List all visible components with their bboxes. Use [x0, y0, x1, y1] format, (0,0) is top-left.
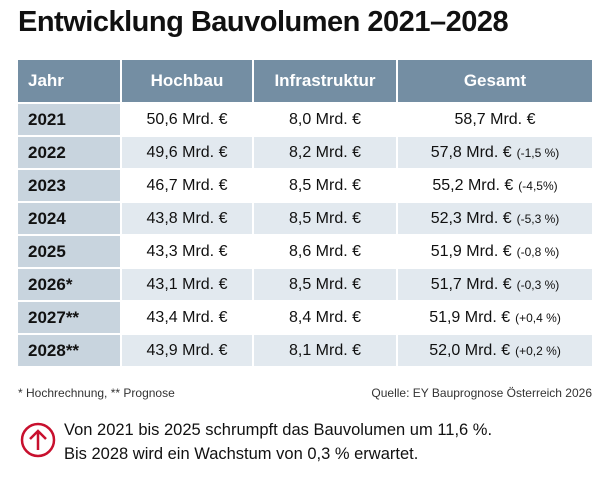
- infrastruktur-cell: 8,2 Mrd. €: [254, 137, 396, 168]
- gesamt-cell: 51,9 Mrd. € (-0,8 %): [398, 236, 592, 267]
- year-cell: 2027**: [18, 302, 120, 333]
- year-cell: 2021: [18, 104, 120, 135]
- gesamt-change: (-0,3 %): [516, 277, 560, 292]
- arrow-icon: [20, 422, 56, 458]
- infrastruktur-cell: 8,1 Mrd. €: [254, 335, 396, 366]
- gesamt-value: 52,3 Mrd. €: [430, 209, 512, 227]
- hochbau-cell: 43,1 Mrd. €: [122, 269, 252, 300]
- year-cell: 2022: [18, 137, 120, 168]
- year-cell: 2026*: [18, 269, 120, 300]
- gesamt-value: 55,2 Mrd. €: [432, 176, 514, 194]
- header-cell: Hochbau: [122, 60, 252, 102]
- hochbau-cell: 43,8 Mrd. €: [122, 203, 252, 234]
- summary-line: Bis 2028 wird ein Wachstum von 0,3 % erw…: [64, 445, 419, 463]
- table: Jahr Hochbau Infrastruktur Gesamt 2021 50,6 M…: [18, 60, 592, 366]
- hochbau-cell: 43,3 Mrd. €: [122, 236, 252, 267]
- infrastruktur-cell: 8,5 Mrd. €: [254, 170, 396, 201]
- gesamt-cell: 52,0 Mrd. € (+0,2 %): [398, 335, 592, 366]
- gesamt-value: 58,7 Mrd. €: [454, 110, 536, 128]
- gesamt-value: 51,7 Mrd. €: [430, 275, 512, 293]
- gesamt-cell: 57,8 Mrd. € (-1,5 %): [398, 137, 592, 168]
- infrastruktur-cell: 8,4 Mrd. €: [254, 302, 396, 333]
- gesamt-value: 52,0 Mrd. €: [429, 341, 511, 359]
- gesamt-value: 57,8 Mrd. €: [430, 143, 512, 161]
- gesamt-change: (-1,5 %): [516, 145, 560, 160]
- hochbau-cell: 46,7 Mrd. €: [122, 170, 252, 201]
- gesamt-cell: 58,7 Mrd. €: [398, 104, 592, 135]
- infrastruktur-cell: 8,5 Mrd. €: [254, 203, 396, 234]
- header-cell: Gesamt: [398, 60, 592, 102]
- summary-line: Von 2021 bis 2025 schrumpft das Bauvolum…: [64, 421, 493, 439]
- infrastruktur-cell: 8,0 Mrd. €: [254, 104, 396, 135]
- year-cell: 2025: [18, 236, 120, 267]
- summary: Von 2021 bis 2025 schrumpft das Bauvolum…: [64, 418, 492, 466]
- header-cell: Infrastruktur: [254, 60, 396, 102]
- gesamt-change: (+0,2 %): [515, 343, 561, 358]
- gesamt-cell: 52,3 Mrd. € (-5,3 %): [398, 203, 592, 234]
- source: Quelle: EY Bauprognose Österreich 2026: [371, 386, 592, 400]
- hochbau-cell: 43,4 Mrd. €: [122, 302, 252, 333]
- title: Entwicklung Bauvolumen 2021–2028: [18, 6, 509, 38]
- gesamt-change: (-5,3 %): [516, 211, 560, 226]
- year-cell: 2023: [18, 170, 120, 201]
- year-cell: 2024: [18, 203, 120, 234]
- hochbau-cell: 49,6 Mrd. €: [122, 137, 252, 168]
- year-cell: 2028**: [18, 335, 120, 366]
- infrastruktur-cell: 8,6 Mrd. €: [254, 236, 396, 267]
- header-cell: Jahr: [18, 60, 120, 102]
- infrastruktur-cell: 8,5 Mrd. €: [254, 269, 396, 300]
- gesamt-cell: 51,9 Mrd. € (+0,4 %): [398, 302, 592, 333]
- hochbau-cell: 43,9 Mrd. €: [122, 335, 252, 366]
- gesamt-cell: 55,2 Mrd. € (-4,5%): [398, 170, 592, 201]
- gesamt-cell: 51,7 Mrd. € (-0,3 %): [398, 269, 592, 300]
- hochbau-cell: 50,6 Mrd. €: [122, 104, 252, 135]
- gesamt-change: (-0,8 %): [516, 244, 560, 259]
- gesamt-value: 51,9 Mrd. €: [429, 308, 511, 326]
- footnote: * Hochrechnung, ** Prognose: [18, 386, 175, 400]
- gesamt-change: (-4,5%): [518, 178, 558, 193]
- gesamt-change: (+0,4 %): [515, 310, 561, 325]
- gesamt-value: 51,9 Mrd. €: [430, 242, 512, 260]
